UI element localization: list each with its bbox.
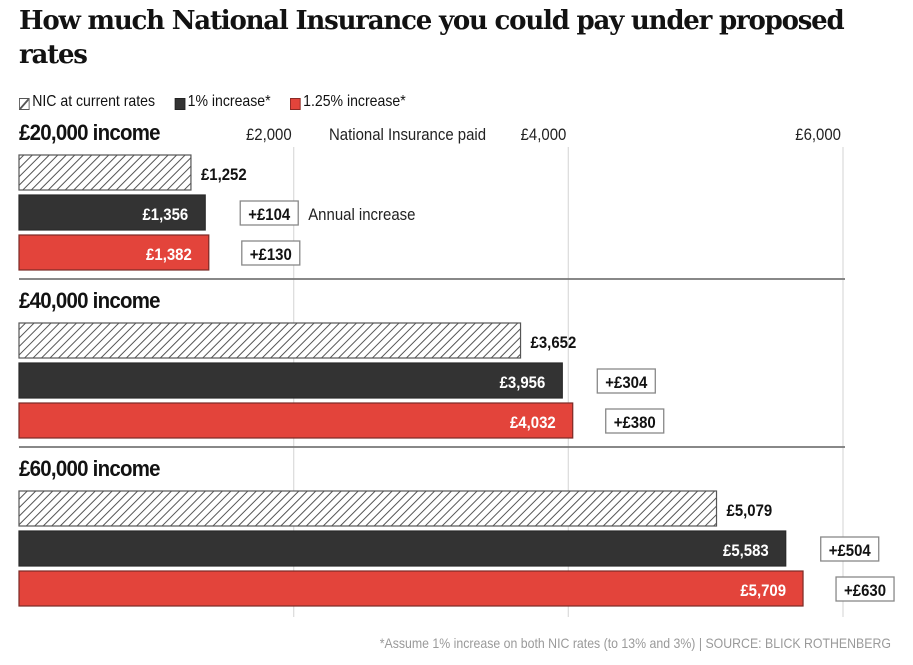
dark-swatch-icon: [174, 97, 185, 110]
increase-box: [239, 200, 299, 226]
x-tick-label: £4,000: [521, 126, 567, 144]
increase-box: [605, 408, 665, 434]
increase-box: [596, 368, 656, 394]
labels: £2,000 £4,000 £6,000 National Insurance pai…: [19, 120, 895, 602]
legend-item-125pct: 1.25% increase*: [289, 93, 406, 111]
bar-one-percent: [18, 530, 787, 567]
increase-label: +£304: [605, 374, 647, 392]
value-label: £4,032: [510, 414, 556, 432]
x-axis-label: National Insurance paid: [329, 126, 486, 144]
legend: NIC at current rates 1% increase* 1.25% …: [19, 92, 425, 112]
bar-one-percent: [18, 362, 563, 399]
category-label: £40,000 income: [19, 288, 161, 313]
footnote: *Assume 1% increase on both NIC rates (t…: [379, 635, 891, 651]
legend-label-1pct: 1% increase*: [187, 93, 271, 110]
increase-box: [835, 576, 895, 602]
bars: [18, 154, 804, 607]
increase-box: [820, 536, 880, 562]
annual-increase-label: Annual increase: [308, 206, 415, 224]
value-label: £3,652: [531, 334, 577, 352]
increase-label: +£380: [614, 414, 656, 432]
red-swatch-icon: [289, 97, 301, 110]
bar-current: [18, 322, 522, 359]
value-label: £1,252: [201, 166, 247, 184]
bar-one-25-percent: [18, 570, 804, 607]
bar-one-percent: [18, 194, 206, 231]
legend-label-125pct: 1.25% increase*: [303, 93, 406, 110]
bar-current: [18, 490, 718, 527]
legend-item-1pct: 1% increase*: [174, 93, 271, 111]
value-label: £5,079: [727, 502, 773, 520]
x-tick-label: £2,000: [246, 126, 292, 144]
legend-item-current: NIC at current rates: [19, 93, 155, 111]
hatched-swatch-icon: [19, 97, 30, 110]
bar-one-25-percent: [18, 402, 574, 439]
value-label: £3,956: [500, 374, 546, 392]
value-label: £1,356: [143, 206, 189, 224]
increase-label: +£130: [250, 246, 292, 264]
value-label: £5,709: [740, 582, 786, 600]
increase-label: +£504: [829, 542, 871, 560]
x-tick-label: £6,000: [795, 126, 841, 144]
bar-one-25-percent: [18, 234, 210, 271]
legend-label-current: NIC at current rates: [32, 93, 156, 110]
value-label: £5,583: [723, 542, 769, 560]
increase-box: [241, 240, 301, 266]
bar-current: [18, 154, 192, 191]
chart-title: How much National Insurance you could pa…: [19, 6, 845, 70]
value-label: £1,382: [146, 246, 192, 264]
increase-label: +£630: [844, 582, 886, 600]
category-label: £60,000 income: [19, 456, 161, 481]
increase-label: +£104: [248, 206, 290, 224]
category-label: £20,000 income: [19, 120, 161, 145]
